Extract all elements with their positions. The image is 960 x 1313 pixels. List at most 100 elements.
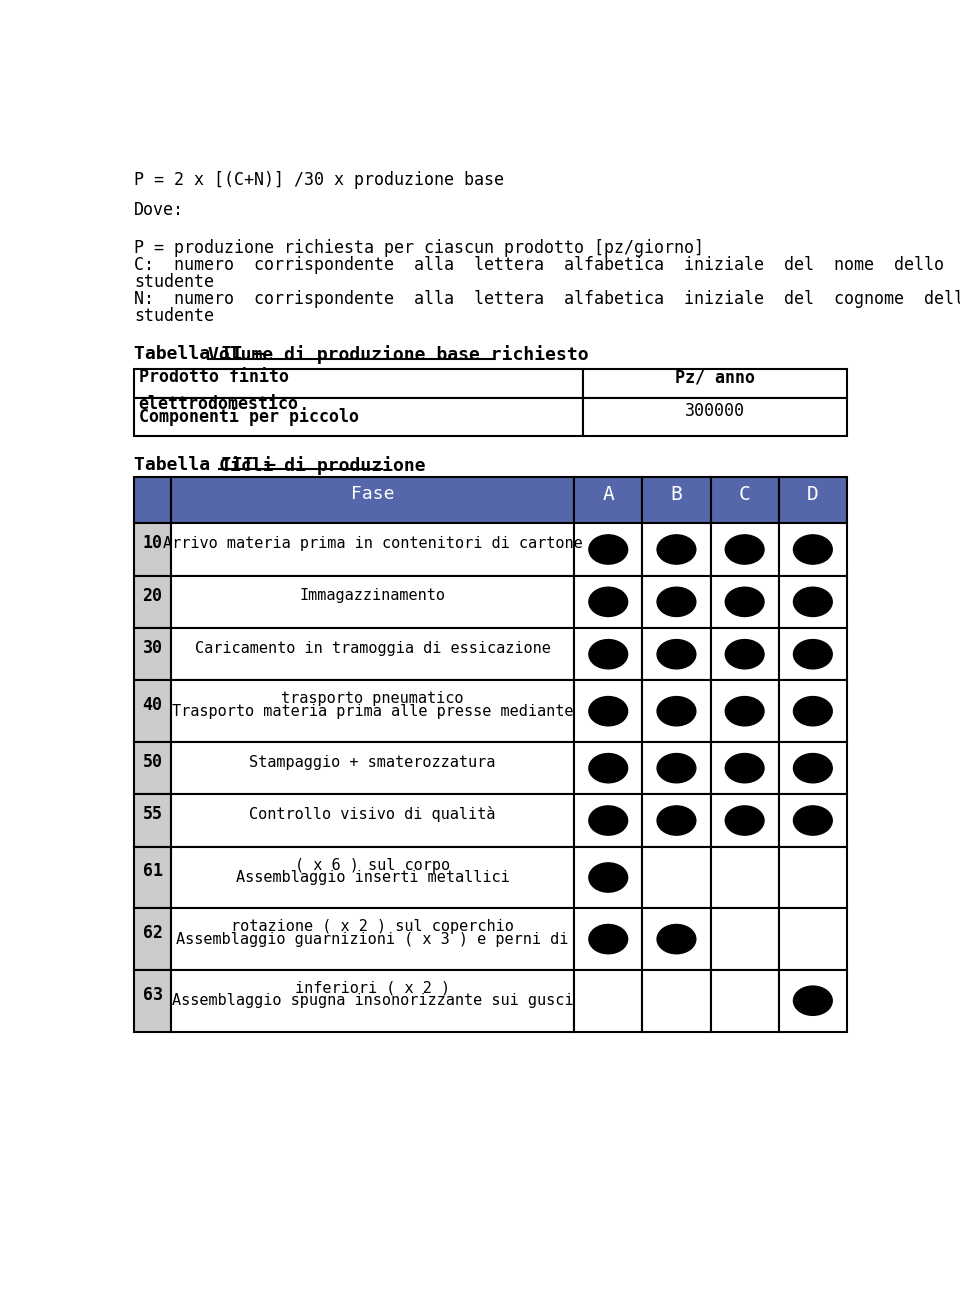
Bar (134, 847, 171, 909)
Ellipse shape (588, 639, 628, 668)
Text: elettrodomestico: elettrodomestico (138, 395, 299, 414)
Text: C:  numero  corrispondente  alla  lettera  alfabetica  iniziale  del  nome  dell: C: numero corrispondente alla lettera al… (134, 256, 944, 274)
Ellipse shape (794, 697, 832, 726)
Bar (171, 575, 574, 628)
Text: 30: 30 (142, 639, 162, 656)
Bar (574, 742, 642, 794)
Text: Trasporto materia prima alle presse mediante: Trasporto materia prima alle presse medi… (172, 704, 573, 718)
Bar (134, 398, 584, 436)
Bar (574, 680, 642, 742)
Ellipse shape (588, 587, 628, 617)
Text: P = produzione richiesta per ciascun prodotto [pz/giorno]: P = produzione richiesta per ciascun pro… (134, 239, 704, 257)
Text: A: A (602, 484, 614, 504)
Bar (710, 680, 779, 742)
Ellipse shape (725, 534, 764, 565)
Bar (710, 909, 779, 970)
Ellipse shape (588, 754, 628, 783)
Bar (134, 794, 171, 847)
Bar (642, 909, 710, 970)
Bar (171, 909, 574, 970)
Bar (134, 680, 171, 742)
Ellipse shape (588, 863, 628, 892)
Ellipse shape (657, 587, 696, 617)
Text: 20: 20 (142, 587, 162, 605)
Text: Assemblaggio spugna insonorizzante sui gusci: Assemblaggio spugna insonorizzante sui g… (172, 993, 573, 1008)
Text: 300000: 300000 (685, 402, 745, 420)
Bar (779, 628, 847, 680)
Bar (574, 477, 642, 524)
Text: Tabella III –: Tabella III – (134, 456, 286, 474)
Bar (574, 524, 642, 575)
Bar (574, 970, 642, 1032)
Bar (134, 575, 171, 628)
Bar (134, 369, 584, 398)
Text: Fase: Fase (351, 484, 395, 503)
Ellipse shape (657, 697, 696, 726)
Ellipse shape (794, 806, 832, 835)
Bar (710, 628, 779, 680)
Bar (642, 847, 710, 909)
Ellipse shape (794, 986, 832, 1015)
Ellipse shape (588, 697, 628, 726)
Ellipse shape (725, 697, 764, 726)
Text: 62: 62 (142, 924, 162, 941)
Text: P = 2 x [(C+N)] /30 x produzione base: P = 2 x [(C+N)] /30 x produzione base (134, 172, 504, 189)
Bar (171, 680, 574, 742)
Text: B: B (671, 484, 683, 504)
Text: Assemblaggio inserti metallici: Assemblaggio inserti metallici (236, 871, 510, 885)
Text: C: C (739, 484, 751, 504)
Bar (779, 794, 847, 847)
Bar (134, 524, 171, 575)
Bar (779, 477, 847, 524)
Ellipse shape (657, 754, 696, 783)
Bar (642, 794, 710, 847)
Bar (134, 628, 171, 680)
Ellipse shape (588, 924, 628, 953)
Bar (710, 575, 779, 628)
Bar (642, 970, 710, 1032)
Ellipse shape (725, 587, 764, 617)
Text: rotazione ( x 2 ) sul coperchio: rotazione ( x 2 ) sul coperchio (231, 919, 515, 935)
Text: N:  numero  corrispondente  alla  lettera  alfabetica  iniziale  del  cognome  d: N: numero corrispondente alla lettera al… (134, 290, 960, 309)
Bar (710, 794, 779, 847)
Bar (134, 909, 171, 970)
Ellipse shape (794, 534, 832, 565)
Text: Dove:: Dove: (134, 201, 184, 219)
Text: Volume di produzione base richiesto: Volume di produzione base richiesto (207, 345, 588, 365)
Text: studente: studente (134, 273, 214, 291)
Text: Immagazzinamento: Immagazzinamento (300, 588, 445, 603)
Ellipse shape (794, 639, 832, 668)
Text: ( x 6 ) sul corpo: ( x 6 ) sul corpo (295, 857, 450, 873)
Bar (642, 477, 710, 524)
Text: 61: 61 (142, 863, 162, 880)
Bar (779, 680, 847, 742)
Bar (574, 628, 642, 680)
Ellipse shape (725, 754, 764, 783)
Ellipse shape (794, 587, 832, 617)
Bar (642, 680, 710, 742)
Bar (642, 524, 710, 575)
Ellipse shape (657, 639, 696, 668)
Bar (171, 477, 574, 524)
Bar (779, 909, 847, 970)
Bar (710, 477, 779, 524)
Bar (584, 369, 847, 398)
Ellipse shape (794, 754, 832, 783)
Bar (642, 742, 710, 794)
Bar (779, 524, 847, 575)
Bar (171, 742, 574, 794)
Bar (710, 970, 779, 1032)
Text: Stampaggio + smaterozzatura: Stampaggio + smaterozzatura (250, 755, 495, 769)
Text: Cicli di produzione: Cicli di produzione (219, 456, 426, 474)
Bar (574, 575, 642, 628)
Bar (171, 794, 574, 847)
Bar (779, 847, 847, 909)
Text: Controllo visivo di qualità: Controllo visivo di qualità (250, 806, 495, 822)
Ellipse shape (657, 806, 696, 835)
Bar (584, 398, 847, 436)
Text: D: D (807, 484, 819, 504)
Ellipse shape (725, 639, 764, 668)
Bar (171, 847, 574, 909)
Text: Tabella II –: Tabella II – (134, 345, 276, 364)
Text: Arrivo materia prima in contenitori di cartone: Arrivo materia prima in contenitori di c… (163, 536, 583, 551)
